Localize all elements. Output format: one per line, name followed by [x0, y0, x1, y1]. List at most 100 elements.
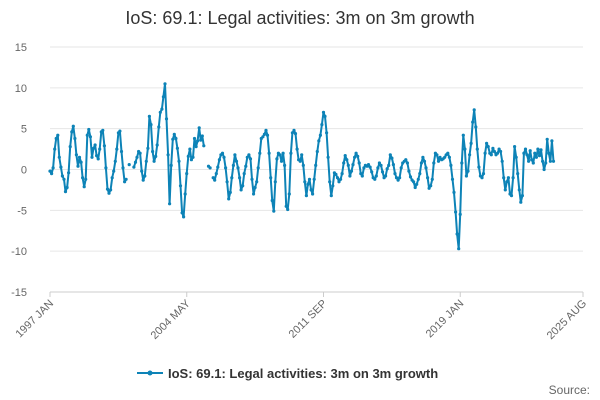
data-point[interactable]: [161, 95, 165, 99]
data-point[interactable]: [160, 107, 164, 111]
data-point[interactable]: [293, 132, 298, 136]
data-point[interactable]: [307, 177, 312, 181]
data-point[interactable]: [200, 134, 204, 138]
data-point[interactable]: [76, 164, 80, 168]
data-point[interactable]: [199, 138, 203, 142]
data-point[interactable]: [292, 128, 296, 132]
data-point[interactable]: [388, 153, 392, 157]
data-point[interactable]: [432, 161, 436, 165]
data-point[interactable]: [530, 158, 534, 162]
data-point[interactable]: [489, 153, 493, 157]
data-point[interactable]: [331, 184, 335, 188]
data-point[interactable]: [426, 176, 430, 180]
data-point[interactable]: [353, 155, 357, 159]
data-point[interactable]: [101, 128, 105, 132]
data-point[interactable]: [79, 160, 83, 164]
data-point[interactable]: [244, 164, 248, 168]
data-point[interactable]: [520, 194, 525, 198]
data-point[interactable]: [143, 174, 147, 178]
data-point[interactable]: [267, 151, 271, 155]
data-point[interactable]: [339, 177, 343, 181]
data-point[interactable]: [315, 149, 319, 154]
data-point[interactable]: [514, 155, 518, 159]
data-point[interactable]: [542, 167, 546, 172]
data-point[interactable]: [174, 136, 178, 141]
data-point[interactable]: [51, 166, 55, 170]
data-point[interactable]: [349, 169, 354, 173]
data-point[interactable]: [273, 180, 277, 184]
data-point[interactable]: [528, 149, 532, 153]
data-point[interactable]: [224, 166, 228, 170]
data-point[interactable]: [189, 158, 193, 162]
data-point[interactable]: [96, 157, 100, 161]
legend[interactable]: IoS: 69.1: Legal activities: 3m on 3m gr…: [137, 366, 438, 381]
data-point[interactable]: [312, 177, 316, 181]
data-point[interactable]: [105, 187, 110, 191]
data-point[interactable]: [275, 157, 279, 161]
data-point[interactable]: [380, 170, 385, 174]
data-point[interactable]: [121, 166, 125, 170]
data-point[interactable]: [107, 191, 111, 195]
data-point[interactable]: [321, 110, 326, 114]
data-point[interactable]: [404, 158, 408, 162]
data-point[interactable]: [56, 133, 60, 137]
data-point[interactable]: [547, 151, 551, 155]
data-point[interactable]: [416, 177, 420, 181]
data-point[interactable]: [317, 139, 321, 143]
data-point[interactable]: [110, 176, 114, 180]
data-point[interactable]: [298, 159, 302, 163]
data-point[interactable]: [233, 153, 237, 157]
data-point[interactable]: [472, 108, 476, 112]
data-point[interactable]: [123, 180, 127, 184]
data-point[interactable]: [63, 190, 68, 194]
data-point[interactable]: [424, 166, 428, 170]
data-point[interactable]: [452, 190, 456, 194]
data-point[interactable]: [438, 155, 442, 159]
data-point[interactable]: [506, 176, 510, 180]
data-point[interactable]: [77, 155, 82, 159]
data-point[interactable]: [87, 127, 91, 132]
data-point[interactable]: [408, 175, 413, 179]
data-point[interactable]: [113, 159, 117, 163]
data-point[interactable]: [70, 130, 74, 134]
data-point[interactable]: [505, 180, 509, 184]
data-point[interactable]: [81, 176, 85, 180]
data-point[interactable]: [152, 159, 156, 163]
data-point[interactable]: [295, 147, 299, 151]
data-point[interactable]: [258, 151, 262, 155]
data-point[interactable]: [430, 177, 434, 181]
data-point[interactable]: [469, 141, 473, 145]
data-point[interactable]: [62, 177, 66, 181]
data-point[interactable]: [155, 143, 159, 147]
data-point[interactable]: [141, 178, 145, 182]
data-point[interactable]: [548, 159, 553, 163]
data-point[interactable]: [523, 147, 528, 151]
data-point[interactable]: [454, 210, 458, 214]
data-point[interactable]: [109, 188, 113, 192]
data-point[interactable]: [509, 194, 514, 198]
data-point[interactable]: [261, 135, 265, 139]
data-point[interactable]: [234, 159, 239, 163]
data-point[interactable]: [446, 151, 450, 155]
data-point[interactable]: [427, 186, 431, 190]
data-point[interactable]: [279, 159, 284, 163]
data-point[interactable]: [334, 172, 338, 176]
data-point[interactable]: [377, 161, 381, 165]
data-point[interactable]: [185, 172, 189, 176]
data-point[interactable]: [278, 153, 282, 157]
data-point[interactable]: [115, 147, 119, 151]
data-point[interactable]: [550, 139, 554, 143]
data-point[interactable]: [309, 188, 313, 192]
data-point[interactable]: [57, 155, 61, 159]
data-point[interactable]: [208, 166, 212, 170]
data-point[interactable]: [356, 154, 360, 158]
data-point[interactable]: [102, 144, 106, 148]
data-point[interactable]: [468, 153, 472, 157]
data-point[interactable]: [54, 136, 58, 141]
data-point[interactable]: [318, 133, 322, 137]
data-point[interactable]: [245, 155, 249, 159]
data-point[interactable]: [399, 166, 403, 170]
data-point[interactable]: [390, 156, 394, 160]
data-point[interactable]: [342, 161, 346, 165]
data-point[interactable]: [537, 154, 542, 158]
